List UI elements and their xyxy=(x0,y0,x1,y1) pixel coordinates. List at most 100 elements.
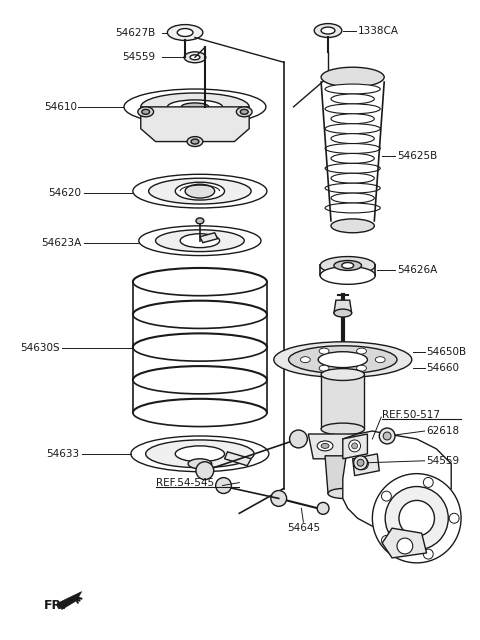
Text: 54559: 54559 xyxy=(122,52,156,62)
Polygon shape xyxy=(225,452,251,466)
Ellipse shape xyxy=(334,309,352,317)
Ellipse shape xyxy=(331,134,374,143)
Ellipse shape xyxy=(321,423,364,435)
Ellipse shape xyxy=(181,103,209,111)
Circle shape xyxy=(383,432,391,440)
Circle shape xyxy=(354,456,367,470)
Polygon shape xyxy=(343,431,451,528)
Ellipse shape xyxy=(321,67,384,87)
Ellipse shape xyxy=(177,29,193,36)
Ellipse shape xyxy=(321,27,335,34)
Ellipse shape xyxy=(357,348,366,354)
Circle shape xyxy=(317,502,329,515)
Ellipse shape xyxy=(149,179,251,204)
Circle shape xyxy=(399,500,434,536)
Ellipse shape xyxy=(146,440,254,468)
Ellipse shape xyxy=(133,174,267,208)
Ellipse shape xyxy=(325,183,380,193)
Circle shape xyxy=(357,460,364,466)
Text: 54610: 54610 xyxy=(44,102,77,112)
Ellipse shape xyxy=(240,109,248,115)
Circle shape xyxy=(423,477,433,488)
Text: 62618: 62618 xyxy=(427,426,460,436)
Polygon shape xyxy=(321,374,364,429)
Ellipse shape xyxy=(375,356,385,363)
Text: REF.54-545: REF.54-545 xyxy=(156,477,214,488)
Ellipse shape xyxy=(321,444,329,449)
Ellipse shape xyxy=(188,459,212,468)
Circle shape xyxy=(423,549,433,559)
Circle shape xyxy=(271,490,287,506)
Circle shape xyxy=(372,474,461,563)
Circle shape xyxy=(348,440,360,452)
Ellipse shape xyxy=(325,104,380,114)
Ellipse shape xyxy=(318,352,367,367)
Polygon shape xyxy=(325,456,360,493)
Polygon shape xyxy=(200,233,217,243)
Ellipse shape xyxy=(331,94,374,104)
Text: 54645: 54645 xyxy=(287,523,320,533)
Ellipse shape xyxy=(180,234,220,248)
Ellipse shape xyxy=(185,184,215,198)
Ellipse shape xyxy=(325,124,380,134)
Ellipse shape xyxy=(331,114,374,124)
Circle shape xyxy=(382,491,391,501)
Ellipse shape xyxy=(328,488,358,499)
Ellipse shape xyxy=(139,226,261,255)
Ellipse shape xyxy=(342,262,354,268)
Ellipse shape xyxy=(331,193,374,203)
Polygon shape xyxy=(308,434,377,459)
Polygon shape xyxy=(57,591,82,609)
Ellipse shape xyxy=(300,356,310,363)
Text: REF.50-517: REF.50-517 xyxy=(382,410,440,420)
Text: 1338CA: 1338CA xyxy=(358,26,398,36)
Ellipse shape xyxy=(184,52,206,63)
Circle shape xyxy=(382,536,391,545)
Ellipse shape xyxy=(331,154,374,163)
Circle shape xyxy=(216,477,231,493)
Ellipse shape xyxy=(317,441,333,451)
Text: FR.: FR. xyxy=(44,599,67,612)
Polygon shape xyxy=(343,434,367,459)
Text: 54625B: 54625B xyxy=(397,152,437,161)
Ellipse shape xyxy=(156,230,244,252)
Ellipse shape xyxy=(142,109,150,115)
Text: 54630S: 54630S xyxy=(20,343,60,353)
Ellipse shape xyxy=(320,257,375,275)
Ellipse shape xyxy=(236,107,252,116)
Circle shape xyxy=(360,461,365,467)
Ellipse shape xyxy=(175,446,225,461)
Ellipse shape xyxy=(334,260,361,271)
Ellipse shape xyxy=(325,163,380,173)
Ellipse shape xyxy=(321,369,364,380)
Text: 54660: 54660 xyxy=(427,363,459,372)
Ellipse shape xyxy=(320,266,375,284)
Ellipse shape xyxy=(325,143,380,154)
Ellipse shape xyxy=(191,139,199,144)
Ellipse shape xyxy=(190,55,200,60)
Text: 54650B: 54650B xyxy=(427,347,467,356)
Ellipse shape xyxy=(274,342,412,378)
Ellipse shape xyxy=(331,219,374,233)
Text: 54633: 54633 xyxy=(47,449,80,459)
Circle shape xyxy=(397,538,413,554)
Ellipse shape xyxy=(325,203,380,213)
Polygon shape xyxy=(353,454,379,476)
Ellipse shape xyxy=(138,107,154,116)
Ellipse shape xyxy=(288,346,397,374)
Ellipse shape xyxy=(168,100,223,114)
Circle shape xyxy=(357,458,369,470)
Ellipse shape xyxy=(168,24,203,40)
Ellipse shape xyxy=(131,436,269,472)
Ellipse shape xyxy=(175,182,225,200)
Text: 54559: 54559 xyxy=(427,456,460,466)
Polygon shape xyxy=(334,300,352,313)
Circle shape xyxy=(449,513,459,524)
Circle shape xyxy=(352,443,358,449)
Text: 54627B: 54627B xyxy=(115,28,156,38)
Ellipse shape xyxy=(331,173,374,183)
Ellipse shape xyxy=(325,84,380,94)
Ellipse shape xyxy=(141,93,249,121)
Ellipse shape xyxy=(187,136,203,147)
Text: 54626A: 54626A xyxy=(397,266,437,275)
